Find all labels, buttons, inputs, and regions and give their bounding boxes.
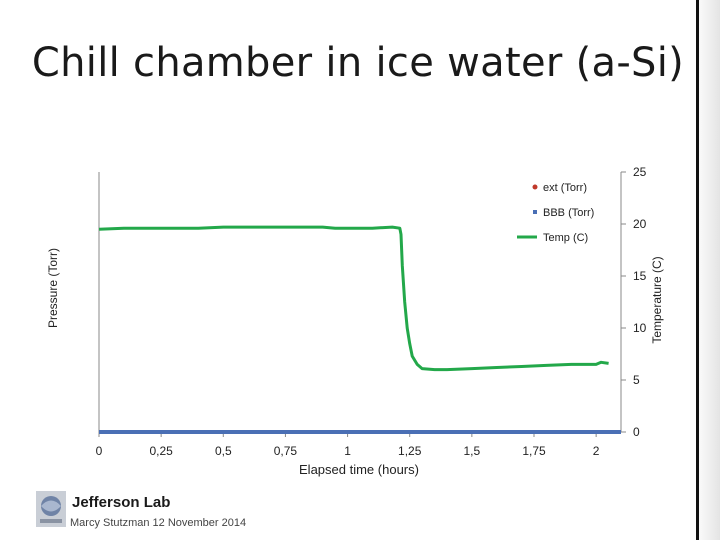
x-tick-label: 1,25 — [398, 444, 422, 458]
y2-tick-label: 20 — [633, 217, 647, 231]
x-tick-label: 1,5 — [464, 444, 481, 458]
x-tick-label: 1 — [344, 444, 351, 458]
legend-label: ext (Torr) — [543, 182, 587, 194]
y2-tick-label: 10 — [633, 321, 647, 335]
slide-credit: Marcy Stutzman 12 November 2014 — [70, 517, 247, 529]
x-tick-label: 2 — [593, 444, 600, 458]
y-axis-title-right: Temperature (C) — [650, 256, 664, 344]
lab-name: Jefferson Lab — [72, 494, 171, 511]
y2-tick-label: 0 — [633, 425, 640, 439]
y-axis-title-left: Pressure (Torr) — [46, 247, 60, 329]
slide-title: Chill chamber in ice water (a-Si) — [31, 40, 685, 86]
legend-marker-bbb — [533, 210, 537, 214]
x-tick-label: 0,75 — [274, 444, 298, 458]
lab-logo-icon — [36, 491, 66, 527]
series-line-temp — [98, 225, 609, 372]
y2-tick-label: 15 — [633, 269, 647, 283]
x-tick-label: 1,75 — [522, 444, 546, 458]
x-tick-label: 0,25 — [149, 444, 173, 458]
legend-label: BBB (Torr) — [543, 207, 594, 219]
legend-label: Temp (C) — [543, 232, 588, 244]
y2-tick-label: 25 — [633, 165, 647, 179]
x-tick-label: 0 — [96, 444, 103, 458]
y2-tick-label: 5 — [633, 373, 640, 387]
x-tick-label: 0,5 — [215, 444, 232, 458]
legend-marker-ext — [532, 184, 538, 190]
slide-edge-bar — [696, 0, 720, 540]
x-axis-title: Elapsed time (hours) — [299, 462, 419, 477]
